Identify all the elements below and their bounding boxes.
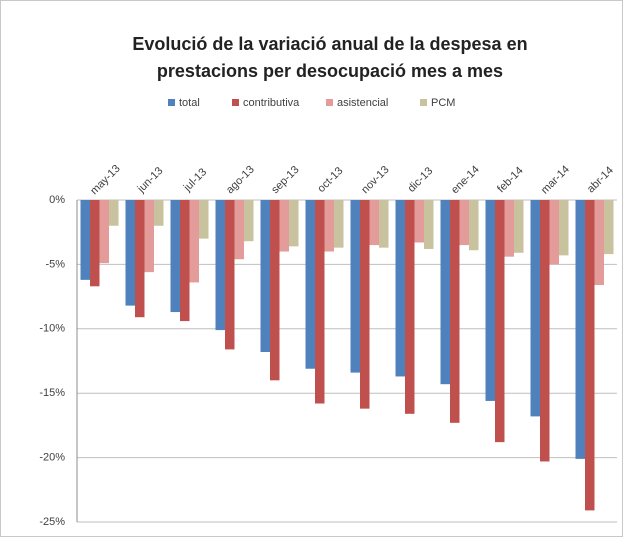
- bar: [90, 200, 100, 287]
- bar: [469, 200, 479, 251]
- bar: [180, 200, 190, 322]
- bar: [315, 200, 325, 404]
- bar: [459, 200, 469, 246]
- bar: [109, 200, 119, 226]
- bar: [495, 200, 505, 443]
- bar: [504, 200, 514, 257]
- bar: [575, 200, 585, 459]
- bar: [154, 200, 164, 226]
- bar: [199, 200, 209, 239]
- y-tick-label: -15%: [39, 387, 65, 399]
- legend-swatch: [232, 99, 239, 106]
- legend-swatch: [420, 99, 427, 106]
- y-tick-label: -20%: [39, 452, 65, 464]
- bar: [135, 200, 145, 318]
- bar: [350, 200, 360, 373]
- bar: [189, 200, 199, 283]
- bar: [450, 200, 460, 423]
- bar: [559, 200, 569, 256]
- bar: [549, 200, 559, 265]
- chart-title: prestacions per desocupació mes a mes: [157, 61, 503, 81]
- bar: [514, 200, 524, 253]
- y-tick-label: 0%: [49, 194, 65, 206]
- y-tick-label: -10%: [39, 323, 65, 335]
- bar: [170, 200, 180, 313]
- bar: [260, 200, 270, 352]
- legend-label: total: [179, 97, 200, 109]
- bar: [234, 200, 244, 260]
- legend-label: PCM: [431, 97, 455, 109]
- bar: [324, 200, 334, 252]
- legend-label: asistencial: [337, 97, 388, 109]
- bar: [379, 200, 389, 248]
- bar: [144, 200, 154, 273]
- bar: [99, 200, 109, 264]
- bar: [80, 200, 90, 280]
- bar: [540, 200, 550, 462]
- bar: [279, 200, 289, 252]
- bar: [334, 200, 344, 248]
- bar: [594, 200, 604, 286]
- bar: [530, 200, 540, 417]
- legend-label: contributiva: [243, 97, 300, 109]
- bar: [369, 200, 379, 246]
- y-tick-label: -5%: [45, 258, 65, 270]
- bar: [440, 200, 450, 385]
- bar: [424, 200, 434, 249]
- bar: [405, 200, 415, 414]
- chart-title: Evolució de la variació anual de la desp…: [132, 34, 527, 54]
- bar: [414, 200, 424, 243]
- bar: [585, 200, 595, 511]
- bar: [225, 200, 235, 350]
- bar: [244, 200, 254, 242]
- y-tick-label: -25%: [39, 516, 65, 528]
- bar: [360, 200, 370, 409]
- bar: [270, 200, 280, 381]
- bar: [395, 200, 405, 377]
- bar: [215, 200, 225, 331]
- legend-swatch: [326, 99, 333, 106]
- bar: [485, 200, 495, 401]
- bar: [289, 200, 299, 247]
- bar: [125, 200, 135, 306]
- legend-swatch: [168, 99, 175, 106]
- bar: [305, 200, 315, 369]
- bar: [604, 200, 614, 255]
